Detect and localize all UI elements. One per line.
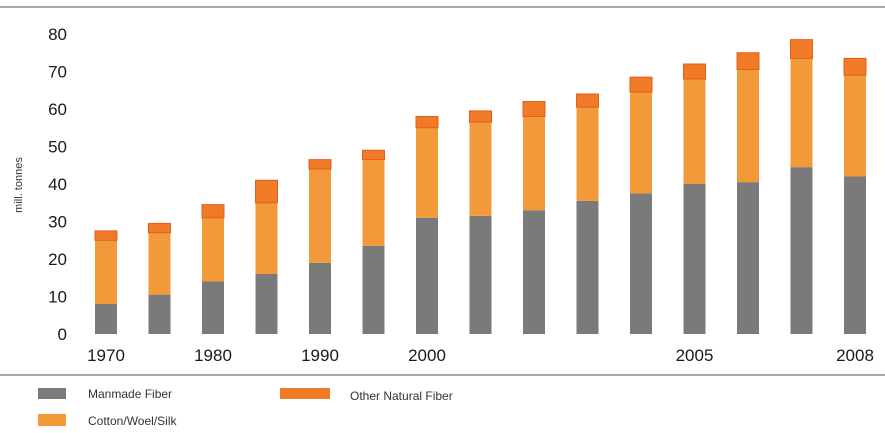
bar-segment-other-natural-fiber [683,63,706,80]
y-tick-labels: 0 10 20 30 40 50 60 70 80 [48,25,67,344]
y-tick-label: 20 [48,250,67,269]
y-tick-label: 60 [48,100,67,119]
bar-segment-other-natural-fiber [415,116,439,129]
bar-segment-cotton-wool-silk [148,232,171,295]
bar-segment-manmade-fiber [95,304,117,334]
bar-segment-cotton-wool-silk [523,116,545,211]
bar-segment-other-natural-fiber [790,39,813,59]
bar-segment-cotton-wool-silk [844,75,866,177]
legend-swatch-manmade [38,388,66,399]
bar-segment-cotton-wool-silk [576,107,599,201]
bar-segment-manmade-fiber [469,215,492,334]
y-tick-label: 50 [48,138,67,157]
bar-segment-manmade-fiber [844,176,866,334]
bar-segment-other-natural-fiber [308,159,332,170]
bar-segment-other-natural-fiber [362,149,385,161]
bar-segment-cotton-wool-silk [683,79,706,184]
x-tick-label: 2000 [408,346,446,365]
bar-segment-manmade-fiber [576,200,599,334]
bar-segment-manmade-fiber [523,210,545,334]
bar-segment-other-natural-fiber [629,76,653,93]
bar-segment-cotton-wool-silk [630,92,652,194]
legend-label-manmade: Manmade Fiber [88,387,172,401]
bar-segment-manmade-fiber [362,245,385,334]
y-tick-label: 0 [58,325,67,344]
legend: Manmade Fiber Other Natural Fiber Cotton… [38,387,453,428]
x-tick-label: 1990 [301,346,339,365]
bar-segment-manmade-fiber [737,182,759,334]
bar-segment-manmade-fiber [790,167,813,334]
bar-segment-other-natural-fiber [469,110,492,123]
x-tick-label: 1970 [87,346,125,365]
legend-swatch-cotton [38,414,66,426]
y-tick-label: 30 [48,213,67,232]
y-axis-label: mill. tonnes [13,157,25,213]
bar-segment-other-natural-fiber [522,101,546,117]
y-tick-label: 80 [48,25,67,44]
bar-segment-manmade-fiber [255,274,278,334]
bar-segment-manmade-fiber [416,217,438,334]
bar-segment-other-natural-fiber [94,230,118,241]
y-tick-label: 70 [48,63,67,82]
x-tick-label: 2005 [676,346,714,365]
x-tick-label: 1980 [194,346,232,365]
y-tick-label: 10 [48,288,67,307]
bars [94,39,867,334]
legend-swatch-other-natural [280,388,330,399]
bar-segment-cotton-wool-silk [416,127,438,218]
bar-segment-other-natural-fiber [736,52,760,71]
bar-segment-manmade-fiber [148,294,171,334]
bar-segment-other-natural-fiber [843,57,867,76]
bar-segment-cotton-wool-silk [95,240,117,304]
bar-segment-other-natural-fiber [148,222,171,234]
legend-label-cotton: Cotton/Woel/Silk [88,414,177,428]
bar-segment-cotton-wool-silk [469,122,492,216]
bar-segment-cotton-wool-silk [255,202,278,274]
bar-segment-cotton-wool-silk [202,217,224,282]
bar-segment-cotton-wool-silk [737,69,759,183]
bar-segment-manmade-fiber [202,281,224,334]
bar-segment-manmade-fiber [309,262,331,334]
bar-segment-cotton-wool-silk [362,159,385,246]
bar-segment-other-natural-fiber [201,204,225,219]
y-tick-label: 40 [48,175,67,194]
bar-segment-manmade-fiber [630,193,652,334]
bar-segment-other-natural-fiber [576,93,599,108]
x-tick-label: 2008 [836,346,874,365]
bar-segment-other-natural-fiber [255,179,278,204]
bar-segment-manmade-fiber [683,184,706,334]
bar-segment-cotton-wool-silk [309,169,331,263]
legend-label-other-natural: Other Natural Fiber [350,389,453,403]
bar-segment-cotton-wool-silk [790,58,813,168]
x-tick-labels: 1970 1980 1990 2000 2005 2008 [87,346,874,365]
